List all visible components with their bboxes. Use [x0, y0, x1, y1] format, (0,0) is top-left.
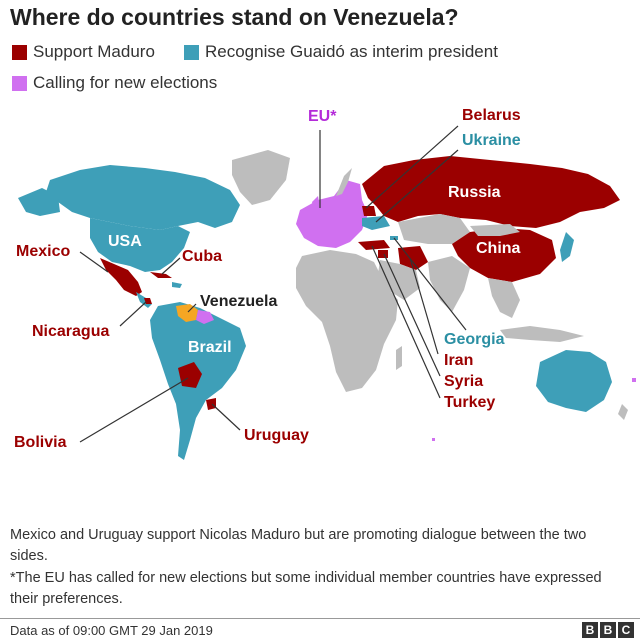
label-bolivia: Bolivia [14, 434, 67, 451]
legend-recognise-guaido: Recognise Guaidó as interim president [184, 42, 498, 62]
label-eu: EU* [308, 108, 337, 125]
iran-leader [409, 257, 439, 355]
indonesia-shape [500, 326, 584, 342]
uruguay-leader [211, 403, 241, 431]
turkey-leader [371, 245, 441, 399]
nicaragua-leader [119, 301, 147, 327]
label-syria: Syria [444, 373, 484, 390]
label-iran: Iran [444, 352, 474, 369]
guianas-shape [196, 310, 214, 324]
bbc-logo-letter: B [600, 622, 616, 638]
syria-shape [378, 250, 388, 258]
india-shape [428, 256, 470, 312]
uk-shape [312, 196, 320, 212]
map-title: Where do countries stand on Venezuela? [10, 4, 459, 30]
mexico-shape [100, 258, 142, 296]
overseas-territory-shape [632, 378, 636, 382]
source-text: Data as of 09:00 GMT 29 Jan 2019 [10, 623, 213, 638]
world-map [18, 125, 636, 460]
syria-leader [383, 253, 441, 377]
madagascar-shape [396, 346, 402, 370]
mongolia-shape [470, 224, 520, 236]
bbc-logo-letter: B [582, 622, 598, 638]
label-nicaragua: Nicaragua [32, 323, 110, 340]
turkey-shape [358, 240, 390, 250]
cuba-shape [150, 272, 172, 278]
japan-shape [560, 232, 574, 262]
legend-label-recognise: Recognise Guaidó as interim president [205, 42, 498, 61]
cuba-leader [161, 257, 181, 275]
label-mexico: Mexico [16, 243, 71, 260]
australia-shape [536, 350, 612, 412]
label-cuba: Cuba [182, 248, 222, 265]
label-turkey: Turkey [444, 394, 496, 411]
label-russia: Russia [448, 184, 501, 201]
legend-swatch-elections [12, 75, 27, 91]
georgia-leader [393, 237, 467, 331]
usa-shape [90, 218, 190, 272]
bbc-logo: B B C [582, 622, 634, 638]
africa-shape [296, 250, 398, 392]
note-eu: *The EU has called for new elections but… [10, 570, 602, 607]
label-uruguay: Uruguay [244, 427, 309, 444]
bolivia-leader [79, 377, 189, 443]
legend-swatch-support [12, 44, 27, 60]
ukraine-shape [362, 216, 390, 230]
belarus-shape [362, 206, 376, 216]
se-asia-shape [488, 278, 520, 318]
norway-shape [336, 168, 352, 196]
legend-swatch-recognise [184, 44, 199, 60]
legend-label-elections: Calling for new elections [33, 73, 218, 92]
legend-label-support: Support Maduro [33, 42, 155, 61]
label-china: China [476, 240, 521, 257]
greenland-shape [232, 150, 290, 205]
overseas-territory-shape [432, 438, 435, 441]
uruguay-shape [206, 398, 216, 410]
new-zealand-shape [618, 404, 628, 420]
belarus-leader [365, 125, 459, 209]
venezuela-shape [176, 304, 198, 322]
legend-support-maduro: Support Maduro [12, 42, 155, 62]
label-ukraine: Ukraine [462, 132, 521, 149]
china-shape [452, 228, 556, 282]
leader-lines [79, 125, 467, 443]
russia-shape [362, 156, 620, 228]
ukraine-leader [375, 149, 459, 223]
note-dialogue: Mexico and Uruguay support Nicolas Madur… [10, 527, 587, 564]
label-georgia: Georgia [444, 331, 505, 348]
canada-shape [46, 165, 240, 230]
eu-shape [296, 180, 368, 248]
label-venezuela: Venezuela [200, 293, 278, 310]
legend-new-elections: Calling for new elections [12, 73, 217, 93]
mexico-leader [79, 251, 109, 273]
label-belarus: Belarus [462, 107, 521, 124]
venezuela-leader [187, 303, 197, 313]
central-asia-shape [398, 214, 470, 244]
bbc-logo-letter: C [618, 622, 634, 638]
alaska-shape [18, 188, 60, 216]
footer-divider [0, 618, 640, 619]
bolivia-shape [178, 362, 202, 388]
label-brazil: Brazil [188, 339, 232, 356]
label-usa: USA [108, 233, 142, 250]
caribbean-shape [172, 282, 182, 288]
